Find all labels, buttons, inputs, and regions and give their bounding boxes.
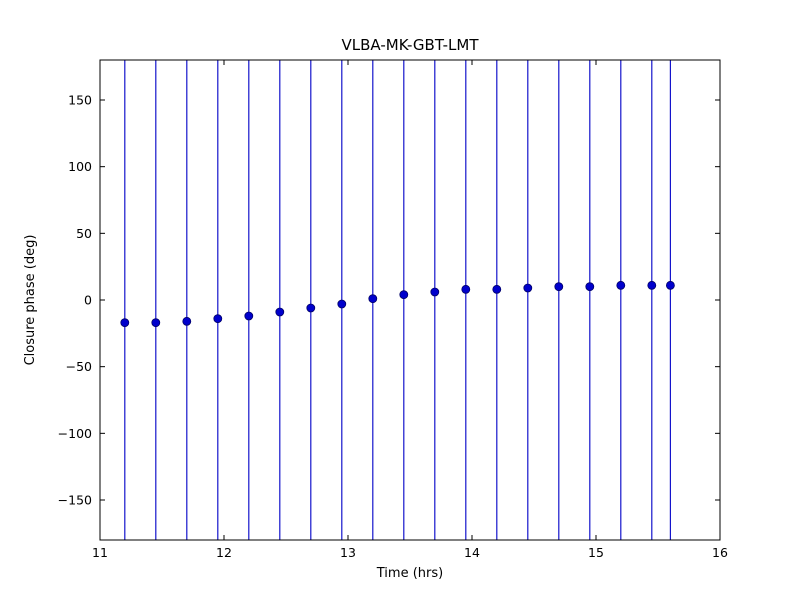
data-point: [430, 287, 440, 297]
data-point: [306, 303, 316, 313]
data-point: [523, 283, 533, 293]
data-point: [554, 282, 564, 292]
y-tick-label: −100: [58, 426, 92, 441]
x-tick-label: 12: [216, 545, 232, 560]
plot-title: VLBA-MK-GBT-LMT: [342, 36, 480, 54]
data-point: [244, 311, 254, 321]
data-point: [151, 318, 161, 328]
y-tick-label: 50: [76, 226, 92, 241]
data-point: [275, 307, 285, 317]
y-tick-label: 150: [68, 93, 92, 108]
data-point: [182, 316, 192, 326]
data-point: [616, 280, 626, 290]
y-tick-label: −50: [66, 359, 92, 374]
y-tick-label: 0: [84, 293, 92, 308]
y-axis-label: Closure phase (deg): [23, 235, 38, 366]
data-point: [666, 280, 675, 290]
x-tick-label: 14: [464, 545, 480, 560]
data-point: [368, 294, 378, 304]
x-tick-label: 16: [712, 545, 728, 560]
y-tick-label: −150: [58, 493, 92, 508]
x-tick-label: 11: [92, 545, 108, 560]
x-axis-label: Time (hrs): [376, 566, 443, 581]
data-point: [120, 318, 130, 328]
axes-frame: [99, 59, 721, 541]
data-point: [337, 299, 347, 309]
data-point: [213, 314, 223, 324]
data-point: [647, 280, 657, 290]
data-point: [492, 284, 502, 294]
data-point: [461, 284, 471, 294]
x-tick-label: 15: [588, 545, 604, 560]
y-tick-label: 100: [68, 159, 92, 174]
data-point: [585, 282, 595, 292]
x-tick-label: 13: [340, 545, 356, 560]
data-point: [399, 290, 409, 300]
